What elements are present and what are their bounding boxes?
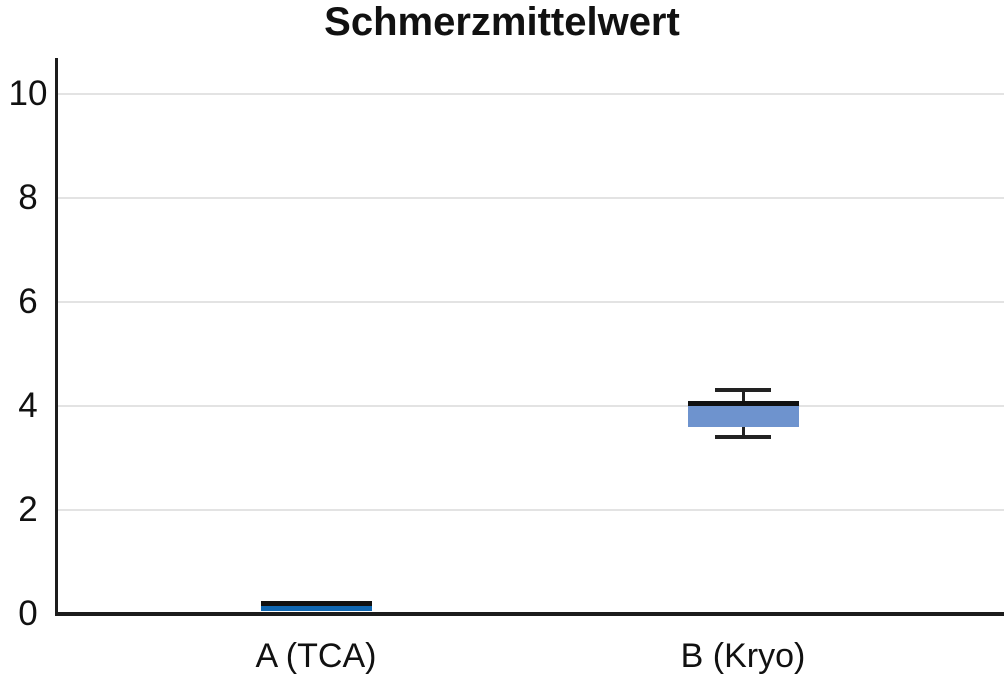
median-line xyxy=(687,400,799,406)
y-gridline xyxy=(56,93,1004,95)
y-axis-line xyxy=(54,58,58,616)
box-a xyxy=(260,603,372,612)
x-category-label: B (Kryo) xyxy=(680,637,806,675)
y-tick-label: 10 xyxy=(8,74,48,113)
upper-whisker-stem xyxy=(741,390,745,404)
lower-whisker-stem xyxy=(741,426,745,438)
y-gridline xyxy=(56,509,1004,511)
y-tick-label: 2 xyxy=(18,490,38,529)
y-tick-label: 4 xyxy=(18,386,38,425)
box-b xyxy=(687,403,799,427)
y-tick-label: 6 xyxy=(18,282,38,321)
y-tick-label: 0 xyxy=(18,594,38,633)
lower-whisker-cap xyxy=(715,435,771,440)
y-gridline xyxy=(56,301,1004,303)
x-category-label: A (TCA) xyxy=(255,637,377,675)
y-tick-label: 8 xyxy=(18,178,38,217)
median-line xyxy=(260,601,372,607)
y-gridline xyxy=(56,197,1004,199)
x-axis-line xyxy=(54,612,1004,616)
y-gridline xyxy=(56,405,1004,407)
chart-title: Schmerzmittelwert xyxy=(324,0,680,44)
upper-whisker-cap xyxy=(715,388,771,393)
